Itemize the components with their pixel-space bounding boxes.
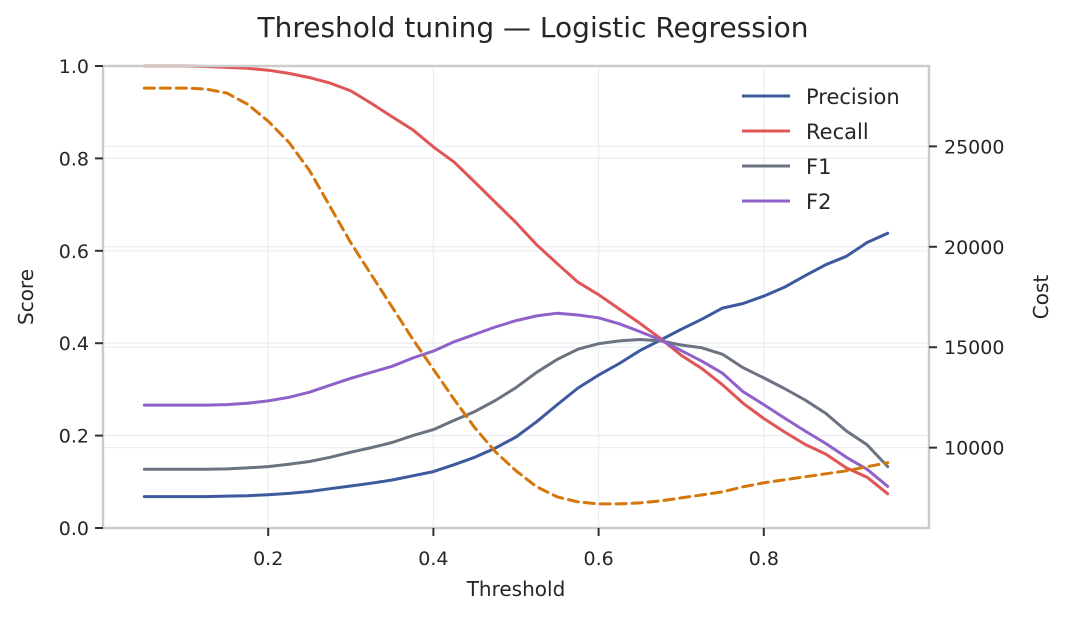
y-tick-label: 0.8	[59, 148, 89, 170]
y2-tick-label: 15000	[944, 337, 1004, 359]
y-tick-label: 0.2	[59, 426, 89, 448]
y-tick-label: 0.6	[59, 241, 89, 263]
series-line-precision	[142, 231, 890, 499]
x-tick-label: 0.2	[253, 548, 283, 570]
x-tick-label: 0.6	[583, 548, 613, 570]
y-tick-label: 0.0	[59, 518, 89, 540]
y2-tick-label: 25000	[944, 136, 1004, 158]
plot-frame	[101, 64, 931, 530]
y-tick-label: 0.4	[59, 333, 89, 355]
x-tick-label: 0.8	[749, 548, 779, 570]
y2-tick-label: 20000	[944, 237, 1004, 259]
legend-label-f2: F2	[806, 190, 831, 214]
y-axis-label: Score	[14, 269, 38, 325]
series-layer	[142, 64, 890, 506]
series-line-f1	[142, 338, 890, 471]
legend-label-recall: Recall	[806, 120, 869, 144]
legend-label-f1: F1	[806, 155, 831, 179]
x-tick-label: 0.4	[418, 548, 448, 570]
legend: Precision Recall F1 F2	[742, 85, 900, 214]
x-axis-label: Threshold	[466, 577, 566, 601]
series-line-f2	[142, 311, 890, 488]
axis-layer: 0.0 0.2 0.4 0.6 0.8 1.0 10000 15000 20000 25000 0.…	[59, 56, 1005, 570]
y-tick-label: 1.0	[59, 56, 89, 78]
series-line-recall	[142, 64, 890, 496]
y2-axis-label: Cost	[1029, 275, 1053, 320]
legend-label-precision: Precision	[806, 85, 900, 109]
y2-tick-label: 10000	[944, 438, 1004, 460]
chart-title: Threshold tuning — Logistic Regression	[256, 11, 808, 44]
series-line-cost	[142, 86, 890, 506]
